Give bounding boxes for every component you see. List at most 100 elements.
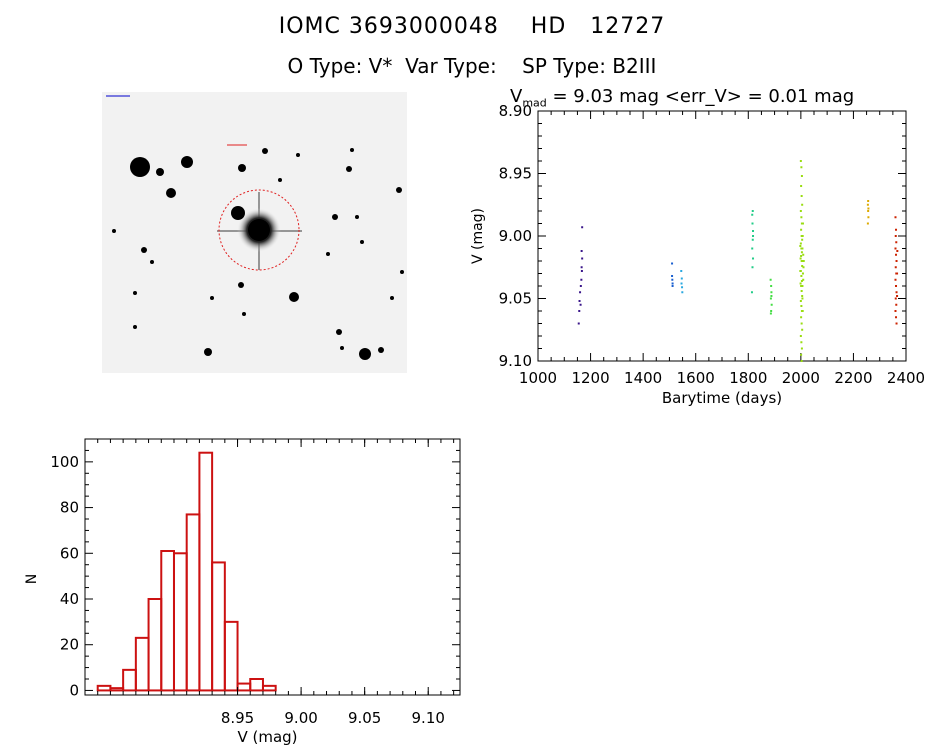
- x-tick-label: 2000: [782, 369, 820, 387]
- lightcurve-point: [866, 222, 869, 225]
- x-tick-label: 1800: [729, 369, 767, 387]
- lightcurve-point: [752, 230, 755, 232]
- lightcurve-point: [895, 291, 898, 294]
- lightcurve-point: [800, 275, 803, 277]
- lightcurve-point: [752, 257, 755, 260]
- lightcurve-point: [801, 297, 804, 300]
- lightcurve-point: [800, 216, 803, 219]
- lightcurve-point: [800, 222, 803, 225]
- lightcurve-title-rest: = 9.03 mag <err_V> = 0.01 mag: [546, 86, 855, 107]
- lightcurve-point: [681, 286, 684, 289]
- lightcurve-point: [801, 260, 804, 262]
- target-circle: [218, 189, 300, 271]
- lightcurve-point: [769, 278, 772, 281]
- lightcurve-point: [801, 235, 804, 237]
- field-star: [133, 291, 137, 295]
- field-star: [166, 188, 176, 198]
- lightcurve-point: [801, 222, 804, 225]
- lightcurve-point: [895, 260, 898, 262]
- lightcurve-point: [800, 175, 803, 177]
- lightcurve-point: [751, 222, 754, 225]
- lightcurve-point: [751, 213, 754, 216]
- field-star: [238, 164, 246, 172]
- x-tick-label: 1000: [519, 369, 557, 387]
- lightcurve-point: [751, 210, 754, 212]
- lightcurve-point: [800, 228, 803, 231]
- lightcurve-point: [800, 251, 803, 254]
- lightcurve-point: [770, 285, 773, 287]
- lightcurve-point: [800, 185, 803, 187]
- lightcurve-point: [799, 300, 802, 302]
- lightcurve-point: [800, 166, 803, 169]
- field-star: [359, 348, 371, 360]
- lightcurve-point: [799, 257, 802, 260]
- lightcurve-point: [894, 278, 897, 281]
- lightcurve-point: [800, 280, 803, 282]
- field-star: [400, 270, 404, 274]
- lightcurve-point: [770, 310, 773, 312]
- y-tick-label: 8.95: [499, 165, 532, 183]
- lightcurve-point: [799, 270, 802, 272]
- star-type-subtitle: O Type: V* Var Type: SP Type: B2III: [287, 54, 657, 78]
- field-star: [346, 166, 352, 172]
- field-star: [262, 148, 268, 154]
- lightcurve-point: [801, 310, 804, 312]
- lightcurve-point: [580, 270, 583, 272]
- lightcurve-point: [894, 310, 897, 312]
- lightcurve-point: [671, 282, 674, 285]
- lightcurve-point: [769, 312, 772, 315]
- lightcurve-point: [867, 207, 870, 210]
- lightcurve-ylabel: V (mag): [470, 208, 486, 264]
- field-star: [326, 252, 330, 256]
- lightcurve-point: [801, 203, 804, 206]
- field-star: [141, 247, 147, 253]
- field-star: [133, 325, 137, 329]
- sky-field-svg: [102, 92, 407, 373]
- lightcurve-point: [680, 282, 683, 285]
- x-tick-label: 1200: [571, 369, 609, 387]
- lightcurve-point: [770, 291, 773, 294]
- lightcurve-point: [895, 285, 898, 287]
- star-id-title: IOMC 3693000048 HD 12727: [278, 14, 666, 39]
- lightcurve-point: [867, 210, 870, 212]
- lightcurve-point: [801, 247, 804, 250]
- lightcurve-point: [680, 270, 683, 272]
- lightcurve-point: [579, 285, 582, 287]
- lightcurve-point: [799, 245, 802, 247]
- lightcurve-point: [751, 238, 754, 241]
- lightcurve-point: [681, 291, 684, 294]
- lightcurve-point: [895, 228, 898, 231]
- x-tick-label: 1400: [624, 369, 662, 387]
- lightcurve-point: [894, 297, 897, 300]
- lightcurve-point: [896, 250, 899, 252]
- lightcurve-point: [800, 285, 803, 287]
- field-star: [204, 348, 212, 356]
- field-star: [242, 312, 246, 316]
- lightcurve-point: [751, 266, 754, 269]
- field-star: [278, 178, 282, 182]
- lightcurve-point: [580, 250, 583, 252]
- lightcurve-point: [799, 160, 802, 162]
- field-star: [332, 214, 338, 220]
- y-tick-label: 9.05: [499, 290, 532, 308]
- lightcurve-point: [896, 272, 899, 275]
- field-star: [355, 215, 359, 219]
- y-tick-label: 8.90: [499, 102, 532, 120]
- sky-finder-image: [102, 92, 407, 373]
- lightcurve-title: Vmad = 9.03 mag <err_V> = 0.01 mag: [510, 86, 854, 110]
- field-star: [336, 329, 342, 335]
- field-star: [289, 292, 299, 302]
- field-star: [360, 240, 364, 244]
- lightcurve-point: [894, 216, 897, 219]
- lightcurve-point: [751, 247, 754, 250]
- lightcurve-point: [867, 200, 870, 202]
- lightcurve-point: [866, 203, 869, 206]
- lightcurve-point: [894, 266, 897, 269]
- field-star: [130, 157, 150, 177]
- x-tick-label: 2400: [887, 369, 925, 387]
- lightcurve-point: [579, 303, 582, 306]
- lightcurve-point: [800, 247, 803, 250]
- lightcurve-point: [894, 235, 897, 237]
- lightcurve-point: [802, 266, 805, 269]
- lightcurve-point: [769, 297, 772, 300]
